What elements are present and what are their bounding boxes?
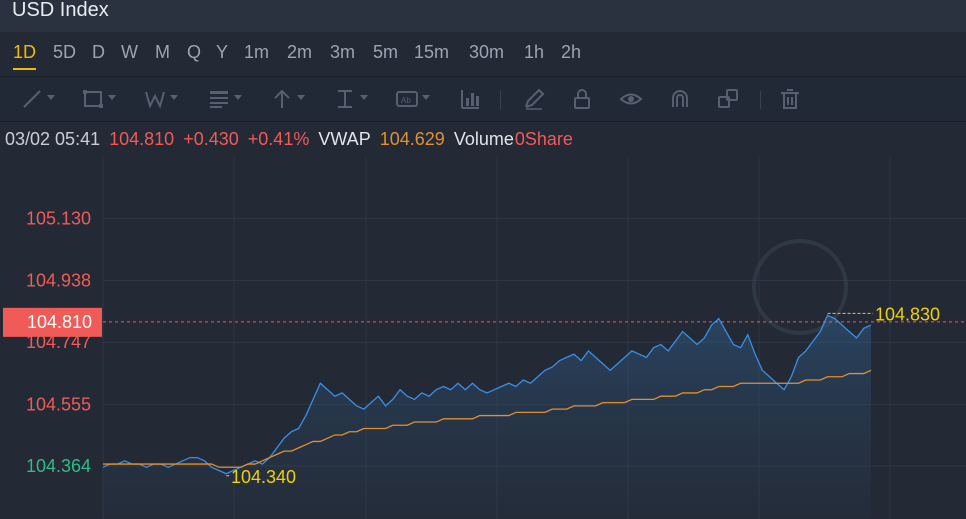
y-axis-tick-label: 104.555 [26, 394, 91, 414]
max-price-label: 104.830 [875, 304, 940, 324]
chevron-down-icon[interactable] [422, 95, 430, 100]
tab-period-d[interactable]: D [92, 42, 105, 62]
vwap-value: 104.629 [379, 129, 445, 149]
trend-line-icon[interactable] [20, 87, 55, 111]
y-axis-tick-label: 104.938 [26, 270, 91, 290]
y-axis-tick-label: 105.130 [26, 208, 91, 228]
quote-change-pct: +0.41% [247, 129, 310, 149]
tab-period-5d[interactable]: 5D [53, 42, 77, 62]
vwap-line[interactable] [103, 369, 872, 468]
volume-value: 0Share [514, 129, 573, 149]
min-price-label: 104.340 [231, 467, 296, 487]
tab-period-2h[interactable]: 2h [561, 42, 582, 62]
tab-period-2m[interactable]: 2m [287, 42, 313, 62]
trash-icon[interactable] [778, 87, 802, 111]
title-bar: USD Index [0, 0, 966, 32]
tab-period-q[interactable]: Q [187, 42, 202, 62]
layers-icon[interactable] [716, 87, 740, 111]
toolbar-divider [500, 91, 501, 109]
quote-time-text: 03/02 05:41 [5, 129, 101, 149]
current-price-badge [3, 307, 102, 337]
page-title: USD Index [12, 0, 109, 21]
magnet-icon[interactable] [668, 87, 692, 111]
tiger-brokers-watermark [752, 239, 848, 335]
tab-period-w[interactable]: W [121, 42, 138, 62]
chart-area[interactable]: 105.130 104.938 104.747 104.555 104.364 104.8… [0, 157, 966, 519]
chevron-down-icon[interactable] [360, 95, 368, 100]
tab-period-3m[interactable]: 3m [330, 42, 356, 62]
tab-period-5m[interactable]: 5m [373, 42, 399, 62]
indicator-icon[interactable] [458, 87, 482, 111]
svg-text:Ab: Ab [401, 96, 411, 105]
tab-period-1d[interactable]: 1D [13, 42, 37, 70]
chevron-down-icon[interactable] [47, 95, 55, 100]
price-chart[interactable]: 105.130 104.938 104.747 104.555 104.364 104.8… [0, 157, 966, 519]
tab-period-15m[interactable]: 15m [414, 42, 450, 62]
chevron-down-icon[interactable] [170, 95, 178, 100]
current-price-badge-label: 104.810 [27, 312, 92, 332]
pencil-icon[interactable] [522, 87, 546, 111]
chevron-down-icon[interactable] [297, 95, 305, 100]
text-label-icon[interactable]: Ab [395, 87, 430, 111]
y-axis-tick-label: 104.747 [26, 332, 91, 352]
rectangle-icon[interactable] [81, 87, 116, 111]
quote-time: 03/02 05:41 104.810 +0.430 +0.41% VWAP 1… [5, 121, 577, 157]
watermark-logo-icon [752, 239, 848, 335]
quote-price: 104.810 [109, 129, 175, 149]
measure-icon[interactable] [333, 87, 368, 111]
price-area-fill [103, 315, 871, 519]
period-tabs: 1D 5D D W M Q Y 1m 2m 3m 5m 15m 30m 1h 2h [0, 32, 966, 76]
chevron-down-icon[interactable] [234, 95, 242, 100]
volume-label: Volume [453, 129, 514, 149]
lock-icon[interactable] [570, 87, 594, 111]
toolbar-divider [760, 91, 761, 109]
quote-change: +0.430 [183, 129, 239, 149]
tab-period-1h[interactable]: 1h [524, 42, 545, 62]
drawing-toolbar: Ab [0, 76, 966, 122]
tab-period-30m[interactable]: 30m [469, 42, 505, 62]
y-axis-tick-label: 104.364 [26, 456, 91, 476]
vwap-label: VWAP [318, 129, 371, 149]
chevron-down-icon[interactable] [108, 95, 116, 100]
pattern-w-icon[interactable] [143, 87, 178, 111]
tab-period-m[interactable]: M [155, 42, 170, 62]
quote-info-bar: 03/02 05:41 104.810 +0.430 +0.41% VWAP 1… [0, 121, 966, 157]
eye-icon[interactable] [619, 87, 643, 111]
price-line[interactable] [102, 314, 872, 475]
arrow-up-icon[interactable] [270, 87, 305, 111]
tab-period-1m[interactable]: 1m [244, 42, 270, 62]
tab-period-y[interactable]: Y [216, 42, 229, 62]
fibonacci-icon[interactable] [207, 87, 242, 111]
